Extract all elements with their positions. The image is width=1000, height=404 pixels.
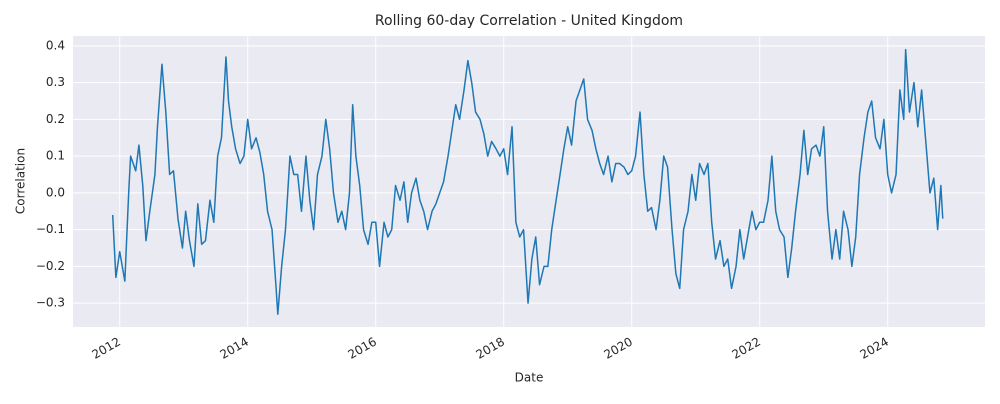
y-axis-label: Correlation [14, 148, 28, 214]
x-tick-label: 2018 [474, 335, 507, 362]
data-line [111, 48, 944, 315]
y-tick-label: −0.2 [36, 259, 65, 273]
y-tick-label: 0.0 [46, 185, 65, 199]
x-tick-label: 2016 [346, 335, 379, 362]
y-tick-label: −0.3 [36, 296, 65, 310]
plot-area [73, 36, 985, 327]
y-tick-label: 0.2 [46, 112, 65, 126]
y-tick-label: 0.4 [46, 38, 65, 52]
y-tick-label: −0.1 [36, 222, 65, 236]
x-axis-label: Date [515, 371, 544, 385]
x-tick-label: 2024 [858, 335, 891, 362]
x-tick-label: 2014 [218, 335, 251, 362]
chart-title: Rolling 60-day Correlation - United King… [375, 13, 683, 29]
y-tick-label: 0.1 [46, 149, 65, 163]
x-tick-label: 2022 [730, 335, 763, 362]
x-tick-label: 2012 [90, 335, 123, 362]
x-tick-label: 2020 [602, 335, 635, 362]
y-tick-label: 0.3 [46, 75, 65, 89]
